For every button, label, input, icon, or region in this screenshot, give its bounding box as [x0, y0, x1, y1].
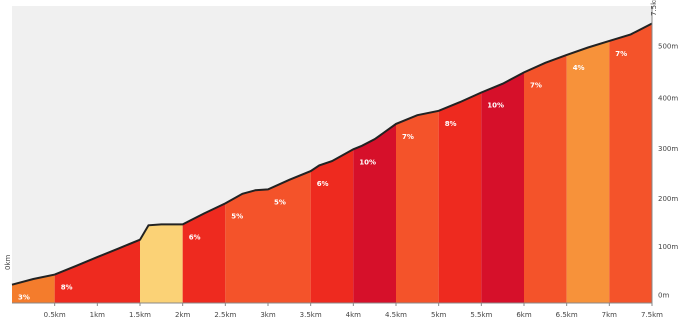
- x-tick-label: 4.5km: [385, 311, 407, 319]
- y-axis-ticks: 0m 100m 200m 300m 400m 500m: [658, 42, 678, 299]
- grade-segment-13: [566, 40, 610, 304]
- x-tick-label: 6km: [516, 311, 532, 319]
- y-tick-label: 300m: [658, 145, 678, 153]
- grade-segment-12: [524, 54, 567, 304]
- y-tick-label: 100m: [658, 243, 678, 251]
- x-tick-label: 1.5km: [129, 311, 151, 319]
- x-tick-label: 2.5km: [214, 311, 236, 319]
- grade-label-12: 7%: [530, 81, 542, 89]
- y-tick-label: 200m: [658, 195, 678, 203]
- x-tick-label: 3.5km: [300, 311, 322, 319]
- grade-segments: [12, 23, 652, 304]
- grade-label-4: 6%: [189, 233, 201, 241]
- end-marker-label: 7.5km: [650, 0, 658, 16]
- x-tick-label: 5km: [431, 311, 447, 319]
- y-tick-label: 0m: [658, 291, 669, 299]
- x-tick-label: 7.5km: [641, 311, 663, 319]
- grade-labels: 3% 8% 6% 5% 5% 6% 10% 7% 8% 10% 7% 4% 7%: [18, 50, 627, 302]
- grade-label-5: 5%: [231, 212, 243, 220]
- grade-label-2: 8%: [61, 284, 73, 292]
- y-tick-label: 400m: [658, 95, 678, 103]
- grade-label-10: 8%: [445, 120, 457, 128]
- x-tick-label: 0.5km: [44, 311, 66, 319]
- grade-segment-10: [438, 92, 482, 303]
- grade-segment-3: [140, 224, 183, 303]
- grade-segment-9: [396, 110, 439, 303]
- start-marker-label: 0km: [4, 254, 12, 270]
- grade-segment-14: [609, 23, 652, 303]
- x-axis-ticks: 0.5km 1km 1.5km 2km 2.5km 3km 3.5km 4km 4.5km 5km…: [44, 303, 663, 319]
- x-tick-label: 2km: [175, 311, 191, 319]
- elevation-outline: [11, 22, 653, 286]
- grade-segment-4: [182, 203, 226, 303]
- y-tick-label: 500m: [658, 42, 678, 50]
- grade-label-9: 7%: [402, 133, 414, 141]
- grade-label-7: 6%: [317, 180, 329, 188]
- grade-label-14: 7%: [615, 50, 627, 58]
- grade-segment-7: [310, 149, 354, 303]
- grade-segment-2: [54, 239, 140, 303]
- x-tick-label: 6.5km: [556, 311, 578, 319]
- x-tick-label: 5.5km: [470, 311, 492, 319]
- x-tick-label: 7km: [602, 311, 618, 319]
- grade-segment-11: [481, 72, 524, 304]
- grade-label-8: 10%: [359, 158, 376, 166]
- grade-segment-5: [225, 189, 268, 303]
- x-tick-label: 3km: [260, 311, 276, 319]
- grade-segment-6: [268, 171, 311, 303]
- grade-label-13: 4%: [573, 64, 585, 72]
- x-tick-label: 4km: [346, 311, 362, 319]
- grade-segment-8: [353, 123, 396, 304]
- grade-segment-1: [12, 274, 55, 303]
- grade-label-1: 3%: [18, 294, 30, 302]
- grade-label-6: 5%: [274, 198, 286, 206]
- grade-label-11: 10%: [487, 102, 504, 110]
- x-tick-label: 1km: [90, 311, 106, 319]
